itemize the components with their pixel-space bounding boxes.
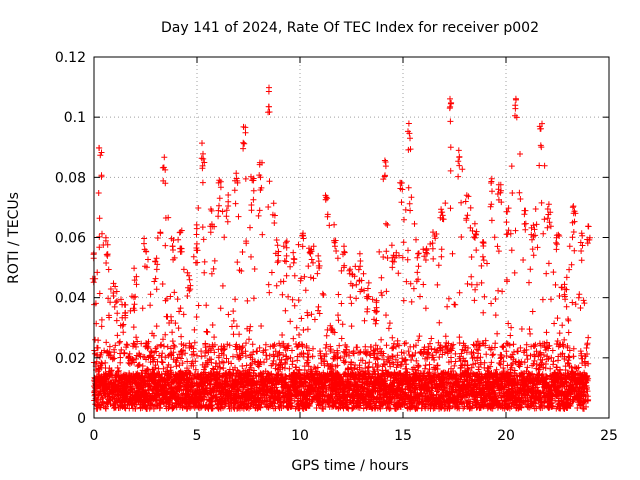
data-point-peak	[96, 144, 105, 180]
data-point-peak	[223, 192, 232, 225]
data-point-peak	[299, 230, 307, 250]
data-point-peak	[397, 179, 406, 206]
data-point-peak	[479, 239, 487, 264]
data-point-peak	[207, 206, 216, 236]
x-tick-label: 15	[394, 428, 412, 444]
data-point-peak	[256, 159, 265, 193]
data-point-peak	[347, 266, 356, 301]
data-point-peak	[322, 192, 331, 220]
data-point-group	[255, 172, 296, 412]
data-point-peak	[193, 225, 201, 254]
data-point-peak	[421, 245, 431, 263]
y-tick-label: 0.08	[55, 170, 86, 186]
data-point-peak	[405, 120, 414, 153]
data-point-peak	[340, 243, 348, 271]
data-point-group	[355, 220, 396, 412]
data-point-group	[323, 211, 362, 412]
y-tick-label: 0.1	[64, 110, 86, 126]
data-point-group	[455, 166, 495, 412]
data-point-peak	[198, 140, 208, 172]
data-point-peak	[455, 147, 463, 180]
data-point-group	[156, 214, 195, 412]
data-point-peak	[536, 120, 545, 151]
data-point-peak	[413, 250, 422, 285]
data-point-peak	[577, 230, 586, 264]
data-point-peak	[429, 229, 439, 262]
data-point-group	[521, 162, 562, 412]
data-point-peak	[120, 301, 129, 328]
x-axis-label: GPS time / hours	[291, 458, 408, 474]
data-point-peak	[380, 157, 389, 183]
data-point-peak	[102, 234, 111, 266]
data-point-group	[188, 155, 229, 412]
data-point-peak	[151, 255, 160, 285]
data-point-peak	[281, 238, 290, 265]
data-point-peak	[388, 242, 397, 271]
data-point-peak	[438, 206, 447, 223]
data-point-peak	[569, 203, 579, 226]
y-tick-labels: 0 0.02 0.04 0.06 0.08 0.1 0.12	[55, 50, 86, 427]
data-point-peak	[141, 235, 150, 270]
data-point-group	[421, 144, 462, 412]
data-point-peak	[544, 201, 554, 226]
y-tick-label: 0	[77, 411, 86, 427]
data-point-peak	[306, 246, 315, 257]
data-point-group	[389, 184, 428, 412]
data-point-peak	[553, 231, 562, 253]
data-point-peak	[372, 299, 380, 327]
data-point-peak	[159, 154, 169, 187]
data-point-peak	[528, 222, 537, 253]
data-point-group	[488, 151, 528, 412]
data-point-peak	[512, 95, 520, 121]
data-point-peak	[231, 170, 241, 194]
data-point-peak	[265, 84, 273, 116]
data-points	[89, 84, 593, 412]
data-point-peak	[248, 175, 257, 208]
data-point-group	[289, 241, 330, 412]
chart-title: Day 141 of 2024, Rate Of TEC Index for r…	[161, 20, 539, 36]
data-point-peak	[584, 223, 593, 247]
x-tick-label: 20	[497, 428, 515, 444]
data-point-peak	[355, 250, 364, 285]
data-point-peak	[503, 205, 512, 238]
x-tick-label: 0	[90, 428, 99, 444]
x-tick-label: 5	[193, 428, 202, 444]
y-tick-label: 0.04	[55, 291, 86, 307]
y-tick-label: 0.02	[55, 351, 86, 367]
data-point-peak	[487, 175, 495, 210]
data-point-peak	[363, 279, 372, 315]
data-point-group	[555, 208, 592, 412]
data-point-peak	[331, 221, 340, 254]
data-point-peak	[168, 235, 177, 263]
data-point-peak	[495, 181, 505, 206]
data-point-peak	[215, 177, 224, 209]
data-point-peak	[314, 252, 323, 277]
data-point-group	[124, 235, 163, 412]
x-tick-labels: 0 5 10 15 20 25	[90, 428, 618, 444]
data-point-peak	[462, 192, 472, 224]
x-tick-label: 25	[600, 428, 618, 444]
data-point-group	[90, 190, 131, 412]
y-tick-label: 0.06	[55, 231, 86, 247]
data-point-group	[222, 173, 262, 412]
axis-ticks	[93, 56, 610, 419]
data-point-peak	[446, 95, 455, 125]
data-point-peak	[561, 274, 570, 300]
y-tick-label: 0.12	[55, 50, 86, 66]
data-point-peak	[273, 237, 282, 266]
y-axis-label: ROTI / TECUs	[6, 192, 22, 284]
data-point-peak	[110, 280, 119, 310]
data-point-peak	[521, 207, 529, 233]
data-point-peak	[130, 265, 140, 301]
x-tick-label: 10	[291, 428, 309, 444]
data-point-peak	[240, 123, 249, 152]
data-point-peak	[471, 220, 480, 254]
data-point-peak	[176, 229, 185, 255]
data-point-peak	[290, 249, 298, 279]
data-point-peak	[184, 269, 193, 299]
